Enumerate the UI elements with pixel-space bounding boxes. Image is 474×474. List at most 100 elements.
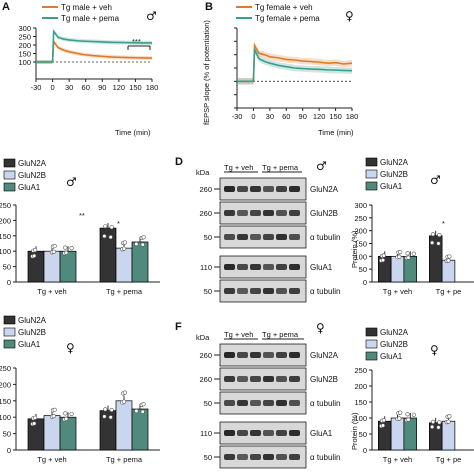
marker-label: 260: [199, 351, 212, 360]
ltp-plot-b: -30 0 30 60 90 120 150 180: [232, 27, 358, 121]
group-veh-label: Tg + veh: [224, 330, 253, 339]
band-label: GluN2B: [310, 209, 338, 218]
western-blot-f: 260 GluN2A 260 GluN2B 50 α tubulin 110 GluA1 50 α…: [199, 343, 340, 469]
panel-f-quant: GluN2A GluN2B GluA1 ♀ Protein (%) 0 50 100…: [350, 327, 474, 464]
blot-band: [237, 186, 248, 192]
panel-d-quant-legend: GluN2A GluN2B GluA1: [365, 157, 409, 191]
blot-band: [276, 234, 287, 240]
blot-band: [224, 288, 235, 294]
data-point: [140, 409, 145, 414]
legend-glun2a-swatch: [365, 327, 378, 337]
bar: [403, 417, 417, 451]
y-tick-label: 200: [354, 382, 367, 391]
panel-d-letter: D: [175, 156, 183, 168]
y-tick-label: 100: [18, 58, 31, 67]
blot-band: [224, 234, 235, 240]
sig-stars: ***: [132, 37, 141, 46]
panel-b: B Tg female + veh Tg female + pema ♀ fEP…: [202, 1, 358, 137]
blot-band: [276, 352, 287, 358]
blot-band: [224, 186, 235, 192]
marker-label: 50: [204, 233, 212, 242]
y-tick-label: 150: [354, 240, 367, 249]
blot-band: [250, 264, 261, 270]
category-label: Tg + pe: [436, 455, 462, 464]
data-point: [140, 242, 145, 247]
panel-c-legend: GluN2A GluN2B GluA1: [3, 158, 47, 192]
legend-glun2a-label: GluN2A: [18, 159, 47, 168]
y-tick-label: 200: [18, 41, 31, 50]
panel-e-legend: GluN2A GluN2B GluA1: [3, 315, 47, 349]
blot-band: [289, 454, 300, 460]
blot-band: [250, 430, 261, 436]
bar-plot-f-quant: 0 50 100 150 200 250 Tg + veh Tg + pe: [354, 366, 474, 464]
x-tick-label: 90: [98, 83, 106, 92]
data-point: [52, 407, 57, 412]
series-error-band: [237, 42, 352, 85]
data-point: [381, 253, 386, 258]
category-label: Tg + pema: [106, 287, 143, 296]
data-point: [380, 423, 386, 428]
data-point: [103, 224, 108, 229]
series-error-band: [36, 29, 152, 65]
sig-bracket: ***: [127, 37, 151, 50]
x-tick-label: 90: [299, 112, 307, 121]
data-point: [51, 414, 56, 419]
category-label: Tg + veh: [383, 287, 412, 296]
blot-band: [276, 264, 287, 270]
female-symbol: ♀: [316, 321, 325, 335]
legend-pema-label: Tg male + pema: [61, 14, 120, 23]
data-point: [430, 240, 435, 245]
blot-band: [276, 186, 287, 192]
data-point: [398, 249, 403, 255]
panel-a: A Tg male + veh Tg male + pema ♂ *** -30…: [2, 1, 158, 137]
blot-band: [224, 454, 235, 460]
blot-band: [263, 186, 274, 192]
band-label: α tubulin: [310, 399, 340, 408]
y-tick-label: 100: [354, 252, 367, 261]
y-tick-label: 250: [0, 201, 11, 210]
data-point: [380, 258, 386, 263]
panel-b-letter: B: [205, 1, 213, 13]
sig-stars: **: [79, 211, 85, 220]
marker-label: 50: [204, 453, 212, 462]
legend-glun2b-swatch: [3, 327, 16, 337]
bar: [441, 259, 456, 283]
blot-band: [276, 288, 287, 294]
data-point: [103, 407, 108, 412]
marker-label: 50: [204, 287, 212, 296]
data-point: [63, 245, 68, 250]
band-label: α tubulin: [310, 233, 340, 242]
data-point: [405, 251, 410, 256]
bar: [390, 417, 405, 451]
x-tick-label: 150: [329, 112, 342, 121]
y-tick-label: 100: [0, 413, 11, 422]
y-tick-label: 0: [7, 446, 11, 455]
y-tick-label: 250: [354, 214, 367, 223]
marker-label: 50: [204, 399, 212, 408]
panel-b-legend: Tg female + veh Tg female + pema: [236, 3, 320, 23]
legend-glun2a-label: GluN2A: [380, 328, 409, 337]
blot-band: [237, 210, 248, 216]
blot-band: [224, 264, 235, 270]
blot-band: [263, 234, 274, 240]
data-point: [134, 408, 139, 414]
data-point: [51, 249, 56, 254]
band-label: α tubulin: [310, 453, 340, 462]
data-point: [64, 416, 69, 421]
bar: [390, 255, 405, 283]
group-pema-label: Tg + pema: [262, 330, 299, 339]
bar: [59, 416, 77, 451]
y-tick-label: 50: [3, 263, 11, 272]
legend-veh-label: Tg male + veh: [61, 3, 112, 12]
bar: [43, 415, 61, 451]
data-point: [109, 225, 114, 230]
x-tick-label: -30: [31, 83, 42, 92]
blot-band: [224, 430, 235, 436]
panel-e: GluN2A GluN2B GluA1 ♀ 0 50 100 150 200 250 Tg …: [0, 315, 160, 464]
blot-band: [250, 352, 261, 358]
data-point: [430, 419, 436, 424]
data-point: [437, 232, 442, 238]
y-tick-label: 0: [363, 446, 367, 455]
legend-glun2a-label: GluN2A: [380, 158, 409, 167]
